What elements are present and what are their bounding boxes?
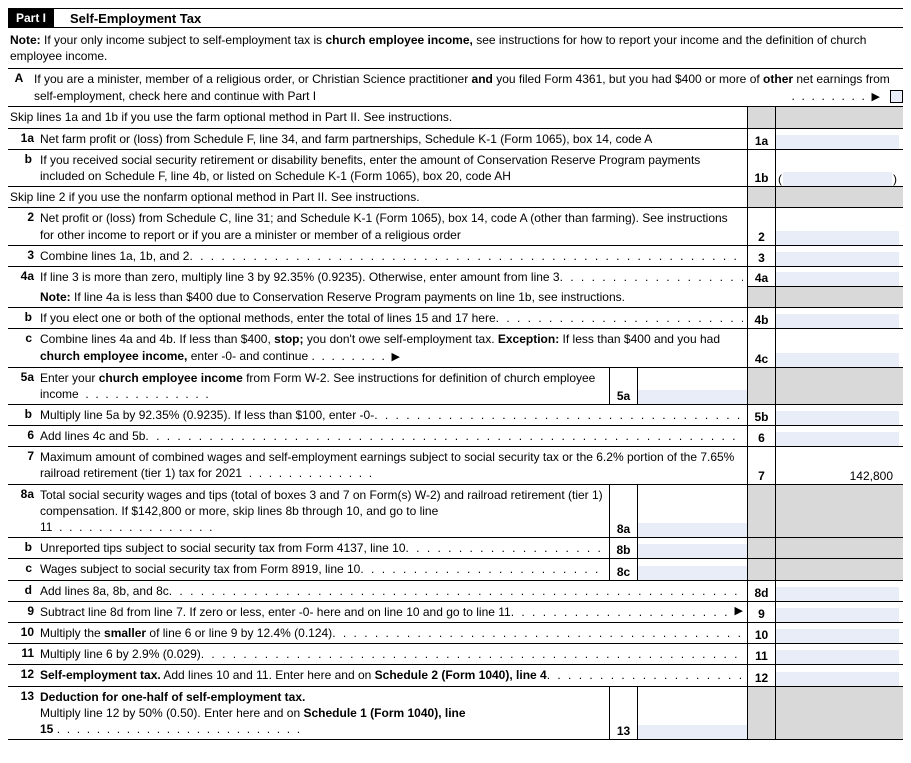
skip-1: Skip lines 1a and 1b if you use the farm… (8, 107, 903, 128)
line-4c: c Combine lines 4a and 4b. If less than … (8, 329, 903, 367)
line-8c: c Wages subject to social security tax f… (8, 559, 903, 580)
skip-2: Skip line 2 if you use the nonfarm optio… (8, 187, 903, 208)
line-A: A If you are a minister, member of a rel… (8, 69, 903, 107)
line-4a-note: Note: If line 4a is less than $400 due t… (8, 287, 903, 308)
amount-12[interactable] (775, 665, 903, 685)
part-title: Self-Employment Tax (70, 11, 201, 26)
amount-8b[interactable] (637, 538, 747, 558)
amount-11[interactable] (775, 644, 903, 664)
line-2: 2 Net profit or (loss) from Schedule C, … (8, 208, 903, 245)
note-prefix: Note: (10, 33, 41, 47)
part-label: Part I (8, 9, 54, 27)
amount-9[interactable] (775, 602, 903, 622)
amount-1a[interactable] (775, 129, 903, 149)
amount-13[interactable] (637, 687, 747, 740)
amount-2[interactable] (775, 208, 903, 244)
line-5a: 5a Enter your church employee income fro… (8, 368, 903, 405)
amount-8c[interactable] (637, 559, 747, 579)
line-1b: b If you received social security retire… (8, 150, 903, 187)
amount-4b[interactable] (775, 308, 903, 328)
arrow-icon: ▶ (735, 604, 743, 620)
checkbox-A[interactable] (890, 90, 903, 103)
line-1a: 1a Net farm profit or (loss) from Schedu… (8, 129, 903, 150)
line-9: 9 Subtract line 8d from line 7. If zero … (8, 602, 903, 623)
line-10: 10 Multiply the smaller of line 6 or lin… (8, 623, 903, 644)
line-8d: d Add lines 8a, 8b, and 8c 8d (8, 581, 903, 602)
line-8b: b Unreported tips subject to social secu… (8, 538, 903, 559)
line-5b: b Multiply line 5a by 92.35% (0.9235). I… (8, 405, 903, 426)
line-A-letter: A (8, 69, 28, 106)
line-8a: 8a Total social security wages and tips … (8, 485, 903, 539)
amount-8a[interactable] (637, 485, 747, 538)
line-6: 6 Add lines 4c and 5b 6 (8, 426, 903, 447)
line-12: 12 Self-employment tax. Add lines 10 and… (8, 665, 903, 686)
amount-10[interactable] (775, 623, 903, 643)
amount-4a[interactable] (775, 267, 903, 287)
amount-5b[interactable] (775, 405, 903, 425)
arrow-icon: ▶ (392, 351, 400, 363)
amount-3[interactable] (775, 246, 903, 266)
arrow-icon: ▶ (872, 91, 880, 103)
amount-6[interactable] (775, 426, 903, 446)
amount-8d[interactable] (775, 581, 903, 601)
amount-7: 142,800 (775, 447, 903, 483)
amount-1b[interactable]: () (775, 150, 903, 186)
line-11: 11 Multiply line 6 by 2.9% (0.029) 11 (8, 644, 903, 665)
line-7: 7 Maximum amount of combined wages and s… (8, 447, 903, 484)
line-4b: b If you elect one or both of the option… (8, 308, 903, 329)
part-header: Part I Self-Employment Tax (8, 8, 903, 28)
line-3: 3 Combine lines 1a, 1b, and 2 3 (8, 246, 903, 267)
note-block: Note: If your only income subject to sel… (8, 28, 903, 69)
line-4a: 4a If line 3 is more than zero, multiply… (8, 267, 903, 287)
amount-5a[interactable] (637, 368, 747, 404)
amount-4c[interactable] (775, 329, 903, 366)
line-13: 13 Deduction for one-half of self-employ… (8, 687, 903, 741)
